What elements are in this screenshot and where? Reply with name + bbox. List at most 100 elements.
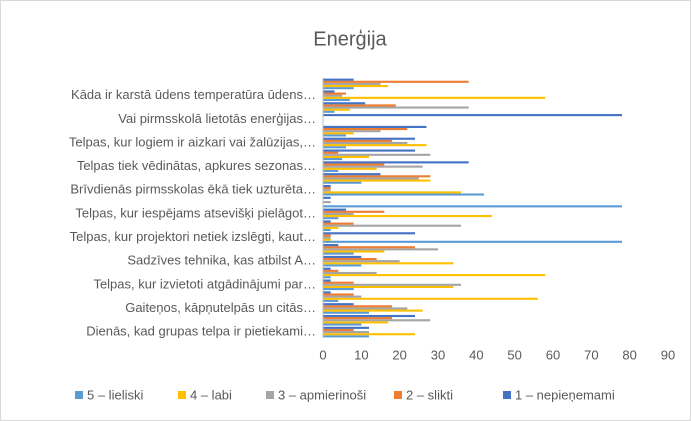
- bar: [323, 158, 343, 161]
- bar: [323, 139, 392, 142]
- bar: [323, 153, 431, 156]
- x-tick-label: 80: [622, 347, 636, 362]
- x-tick-label: 20: [392, 347, 406, 362]
- legend-label: 3 – apmierinoši: [278, 387, 366, 402]
- bar: [323, 169, 339, 172]
- bar: [323, 222, 354, 225]
- bar: [323, 104, 396, 107]
- bar: [323, 240, 622, 243]
- bar: [323, 303, 354, 306]
- legend-label: 2 – slikti: [406, 387, 453, 402]
- bar: [323, 82, 381, 85]
- bar: [323, 214, 492, 218]
- bar: [323, 319, 431, 322]
- bar: [323, 281, 354, 284]
- bar: [323, 177, 419, 180]
- legend-swatch: [75, 391, 83, 399]
- bar: [323, 92, 346, 95]
- bar: [323, 326, 369, 329]
- bar: [323, 173, 381, 176]
- bar: [323, 293, 354, 296]
- bar: [323, 210, 385, 213]
- x-tick-label: 10: [354, 347, 368, 362]
- bar: [323, 238, 331, 241]
- x-tick-label: 60: [546, 347, 560, 362]
- bar: [323, 127, 408, 131]
- bar: [323, 163, 385, 166]
- bar: [323, 288, 354, 291]
- bar: [323, 144, 427, 147]
- bar: [323, 252, 354, 255]
- bar: [323, 87, 354, 90]
- y-tick-label: Telpas, kur projektori netiek izslēgti, …: [70, 229, 316, 244]
- bar: [323, 307, 408, 310]
- bar: [323, 212, 354, 215]
- bar: [323, 155, 369, 159]
- bar: [323, 84, 389, 88]
- bar: [323, 309, 423, 312]
- y-tick-label: Vai pirmsskolā lietotās enerģijas…: [118, 111, 316, 126]
- bar: [323, 189, 331, 192]
- y-tick-label: Brīvdienās pirmsskolas ēkā tiek uzturēta…: [70, 182, 316, 197]
- bar: [323, 205, 622, 208]
- bar: [323, 283, 461, 286]
- bar: [323, 228, 331, 232]
- bar: [323, 333, 415, 336]
- x-tick-label: 90: [661, 347, 675, 362]
- bar: [323, 244, 339, 247]
- bar: [323, 146, 346, 149]
- bar: [323, 151, 339, 154]
- bar: [323, 187, 331, 190]
- y-tick-label: Dienās, kad grupas telpa ir pietiekami…: [86, 324, 316, 339]
- bar: [323, 232, 415, 235]
- bar: [323, 110, 335, 113]
- bar: [323, 255, 362, 258]
- bar: [323, 149, 415, 152]
- bar: [323, 184, 331, 188]
- bar: [323, 106, 469, 109]
- bar: [323, 260, 400, 263]
- bar: [323, 248, 438, 251]
- bar: [323, 137, 415, 140]
- bar: [323, 130, 381, 133]
- bar: [323, 141, 408, 145]
- y-tick-label: Telpas, kur izvietoti atgādinājumi par…: [93, 276, 316, 291]
- bar: [323, 297, 538, 300]
- bar: [323, 114, 622, 117]
- x-tick-label: 30: [431, 347, 445, 362]
- bar: [323, 125, 427, 128]
- chart-title: Enerģija: [313, 28, 387, 50]
- bar: [323, 276, 331, 279]
- bar: [323, 250, 385, 253]
- legend-swatch: [266, 391, 274, 399]
- bar: [323, 134, 346, 137]
- bar: [323, 201, 331, 204]
- bar: [323, 193, 484, 196]
- bar: [323, 323, 362, 326]
- bar: [323, 175, 431, 178]
- bar: [323, 78, 354, 81]
- bar: [323, 305, 392, 308]
- bar: [323, 321, 389, 324]
- bar: [323, 311, 369, 314]
- bar: [323, 167, 377, 170]
- bar: [323, 98, 350, 102]
- y-tick-label: Telpas, kur iespējams atsevišķi pielāgot…: [75, 205, 316, 220]
- bar: [323, 224, 461, 227]
- bar: [323, 226, 339, 229]
- bar: [323, 262, 454, 265]
- x-tick-label: 40: [469, 347, 483, 362]
- bar: [323, 257, 377, 261]
- bar: [323, 267, 331, 270]
- bar: [323, 269, 339, 272]
- bar: [323, 102, 366, 105]
- y-tick-label: Telpas, kur logiem ir aizkari vai žalūzi…: [69, 134, 316, 149]
- bar: [323, 314, 415, 318]
- legend-swatch: [178, 391, 186, 399]
- bar: [323, 236, 331, 239]
- legend-swatch: [394, 391, 402, 399]
- bar: [323, 90, 335, 93]
- bar: [323, 191, 461, 194]
- bar: [323, 179, 431, 182]
